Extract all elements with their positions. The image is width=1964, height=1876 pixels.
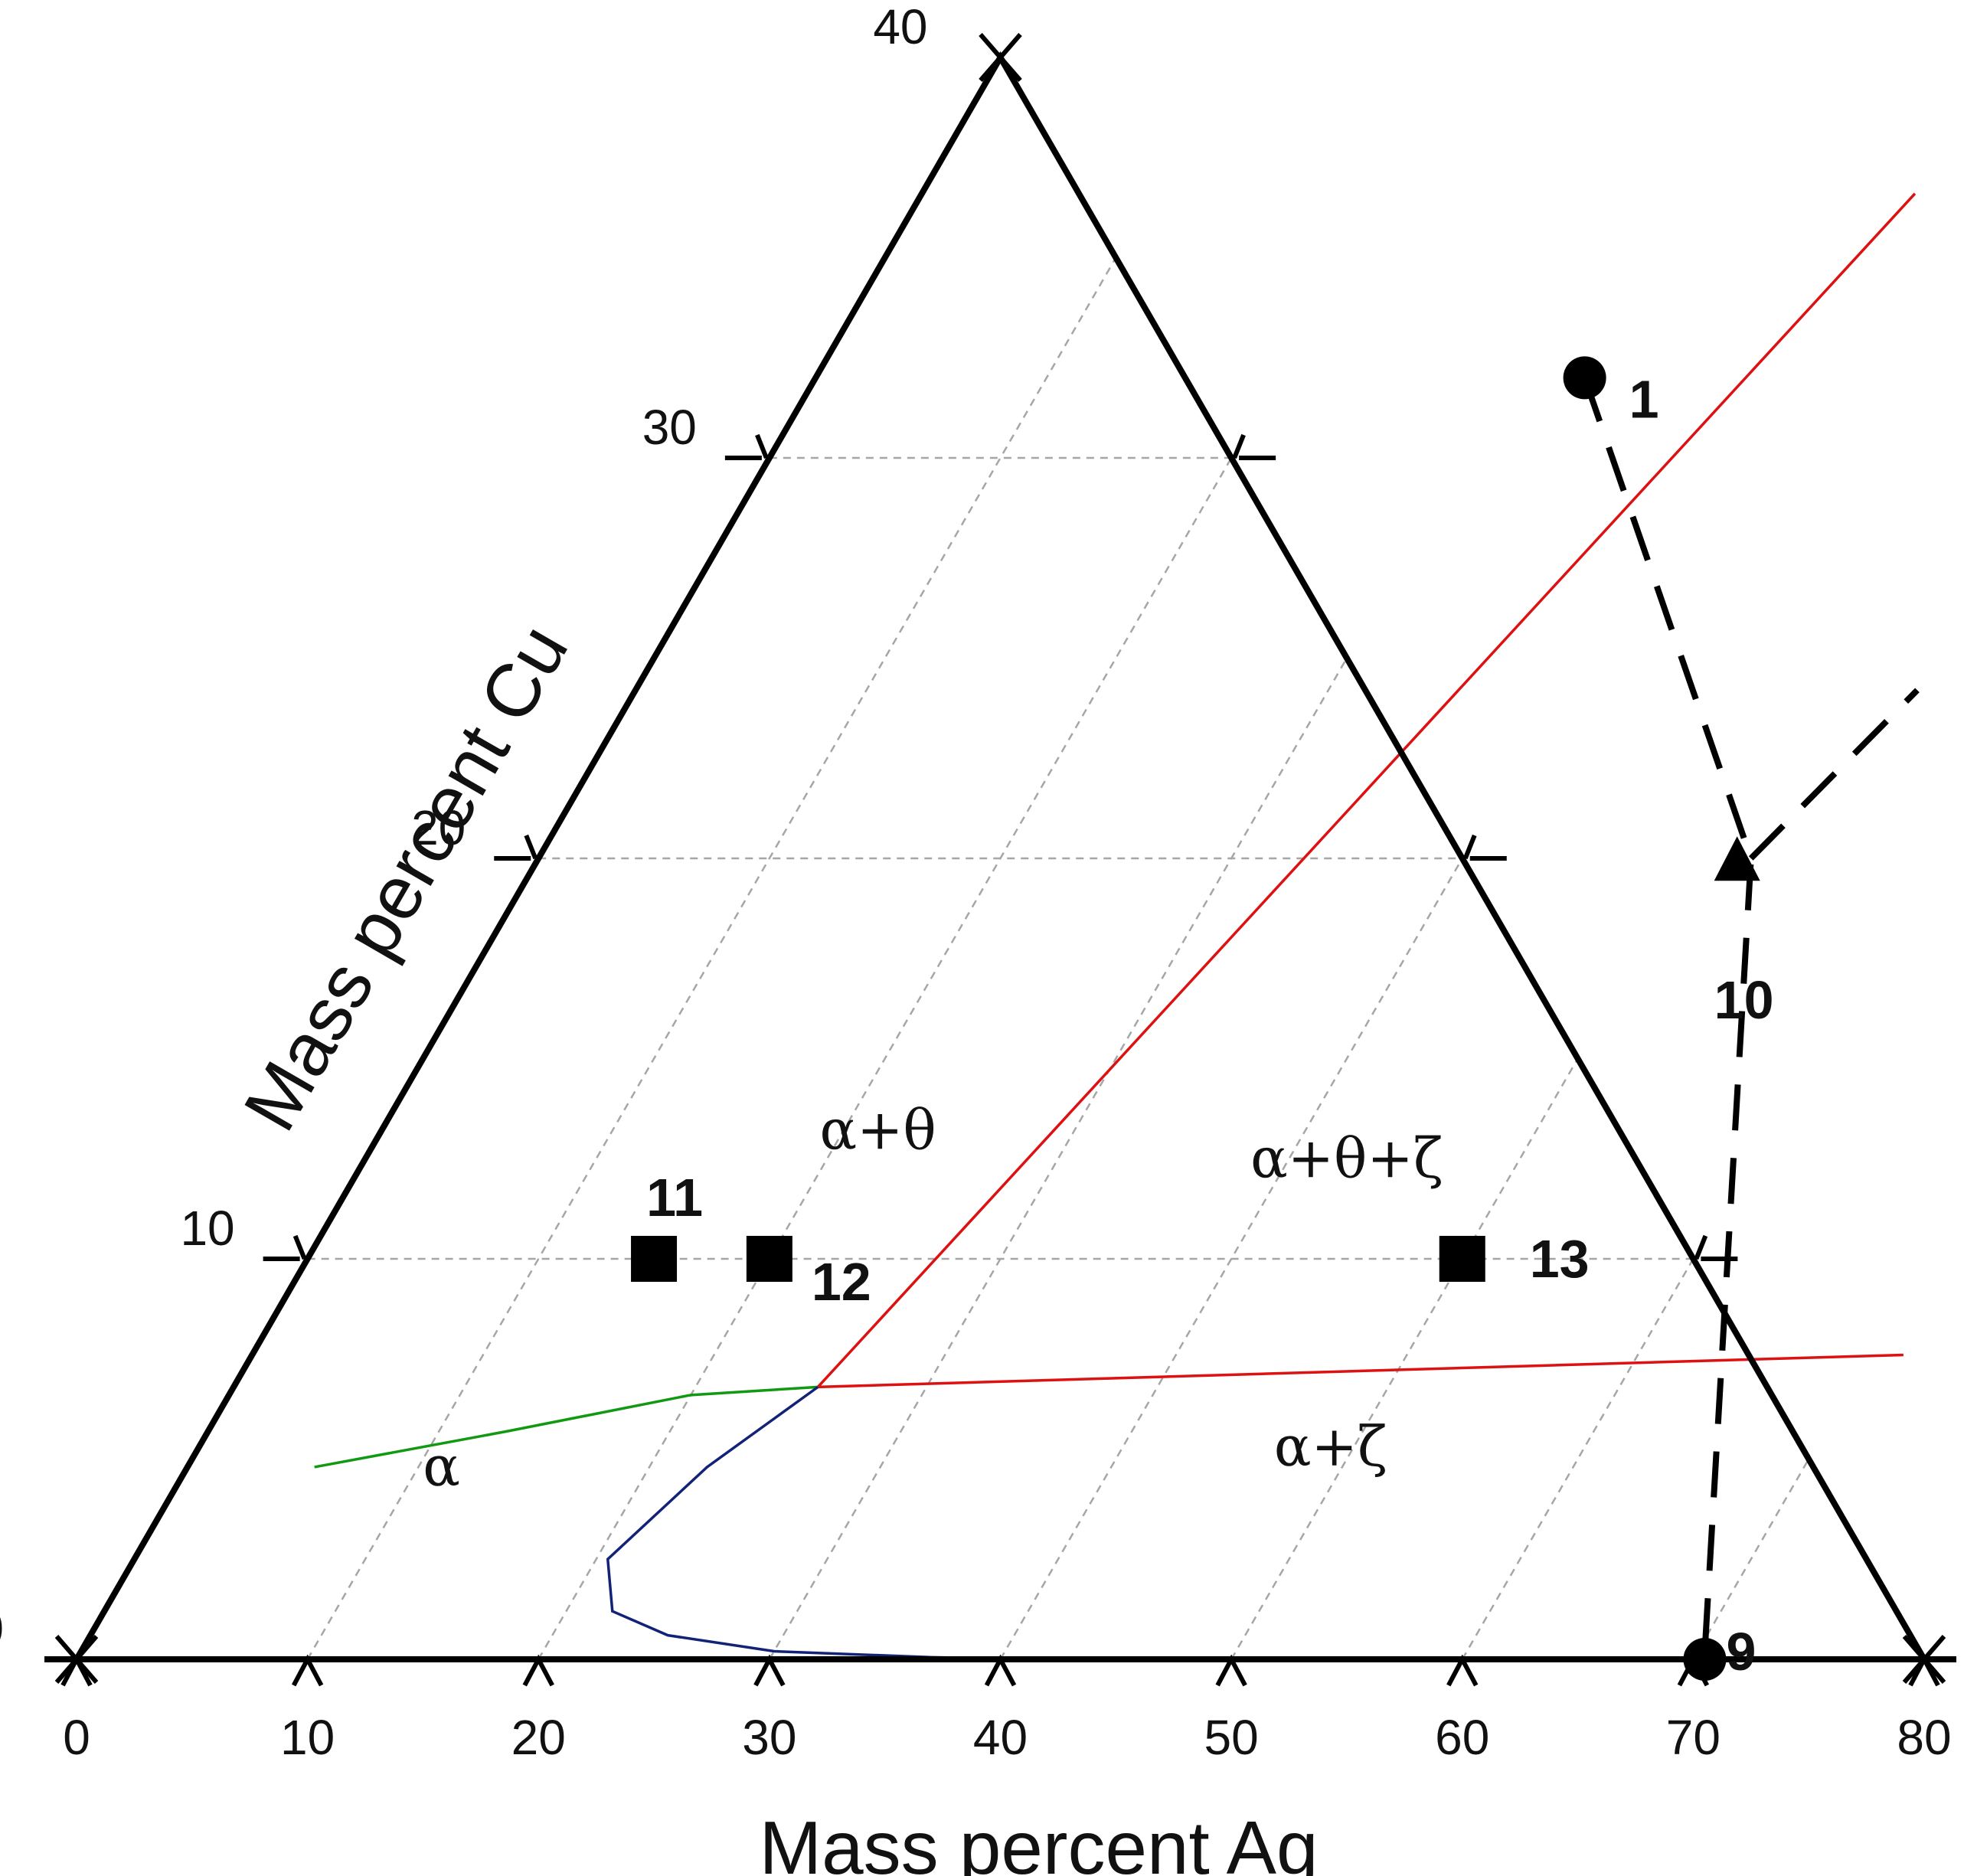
x-tick-label-30: 30 [742,1710,796,1765]
x-tick-60 [1446,1654,1479,1687]
point-marker-9 [1683,1638,1727,1681]
point-marker-1 [1563,356,1606,400]
x-tick-label-20: 20 [511,1710,566,1765]
point-marker-11 [631,1236,678,1282]
y-tick-label-20: 20 [411,800,466,855]
x-tick-10 [291,1654,324,1687]
x-tick-label-0: 0 [63,1710,90,1765]
point-label-13: 13 [1530,1229,1590,1289]
region-label-1: α [423,1434,460,1499]
corner-mark-2 [1902,1635,1946,1684]
region-label-2: α+θ [819,1098,936,1162]
phase-boundary-2 [818,1353,1904,1389]
corner-mark-1 [54,1635,99,1684]
grid-lines [306,257,1810,1660]
x-tick-label-40: 40 [973,1710,1028,1765]
point-marker-12 [746,1236,792,1282]
dashed-spur-line [1748,688,1920,861]
y-tick-label-30: 30 [642,400,697,455]
right-tick-10 [1694,1234,1738,1261]
grid-line-ag-70 [1692,1458,1810,1660]
point-label-11: 11 [646,1168,703,1227]
data-points [631,356,1760,1681]
phase-boundary-1 [816,192,1917,1388]
point-label-1: 1 [1629,369,1659,429]
x-tick-40 [984,1654,1017,1687]
left-tick-10 [263,1234,307,1261]
region-label-4: α+ζ [1274,1414,1387,1479]
phase-boundaries [314,192,1917,1661]
y-tick-label-0: 0 [0,1601,4,1656]
grid-line-ag-50 [1230,1057,1579,1660]
grid-line-ag-20 [538,457,1233,1660]
x-tick-20 [522,1654,554,1687]
x-tick-50 [1215,1654,1247,1687]
axis-ticks [54,33,1946,1687]
y-tick-label-10: 10 [180,1201,234,1256]
x-tick-label-60: 60 [1435,1710,1489,1765]
phase-boundary-4 [606,1385,1047,1661]
grid-line-ag-60 [1461,1258,1694,1660]
right-tick-30 [1232,433,1276,460]
phase-boundary-3 [314,1385,819,1469]
grid-line-ag-40 [999,858,1463,1660]
point-marker-10 [1714,836,1760,881]
corner-mark-3 [979,33,1022,82]
point-label-10: 10 [1714,970,1774,1030]
right-tick-20 [1462,834,1507,861]
region-label-3: α+θ+ζ [1250,1126,1443,1190]
point-label-9: 9 [1726,1622,1756,1682]
x-tick-30 [753,1654,786,1687]
dashed-tie-line [1581,377,1754,1652]
x-tick-label-80: 80 [1897,1710,1951,1765]
point-marker-13 [1439,1236,1485,1282]
left-tick-20 [494,834,538,861]
y-tick-label-40: 40 [873,0,927,54]
dashed-path-group [1581,377,1920,1652]
point-label-12: 12 [812,1252,871,1312]
x-axis-title: Mass percent Ag [760,1806,1319,1876]
x-tick-label-70: 70 [1666,1710,1721,1765]
x-tick-label-50: 50 [1204,1710,1259,1765]
left-tick-30 [724,433,769,460]
x-tick-label-10: 10 [280,1710,335,1765]
